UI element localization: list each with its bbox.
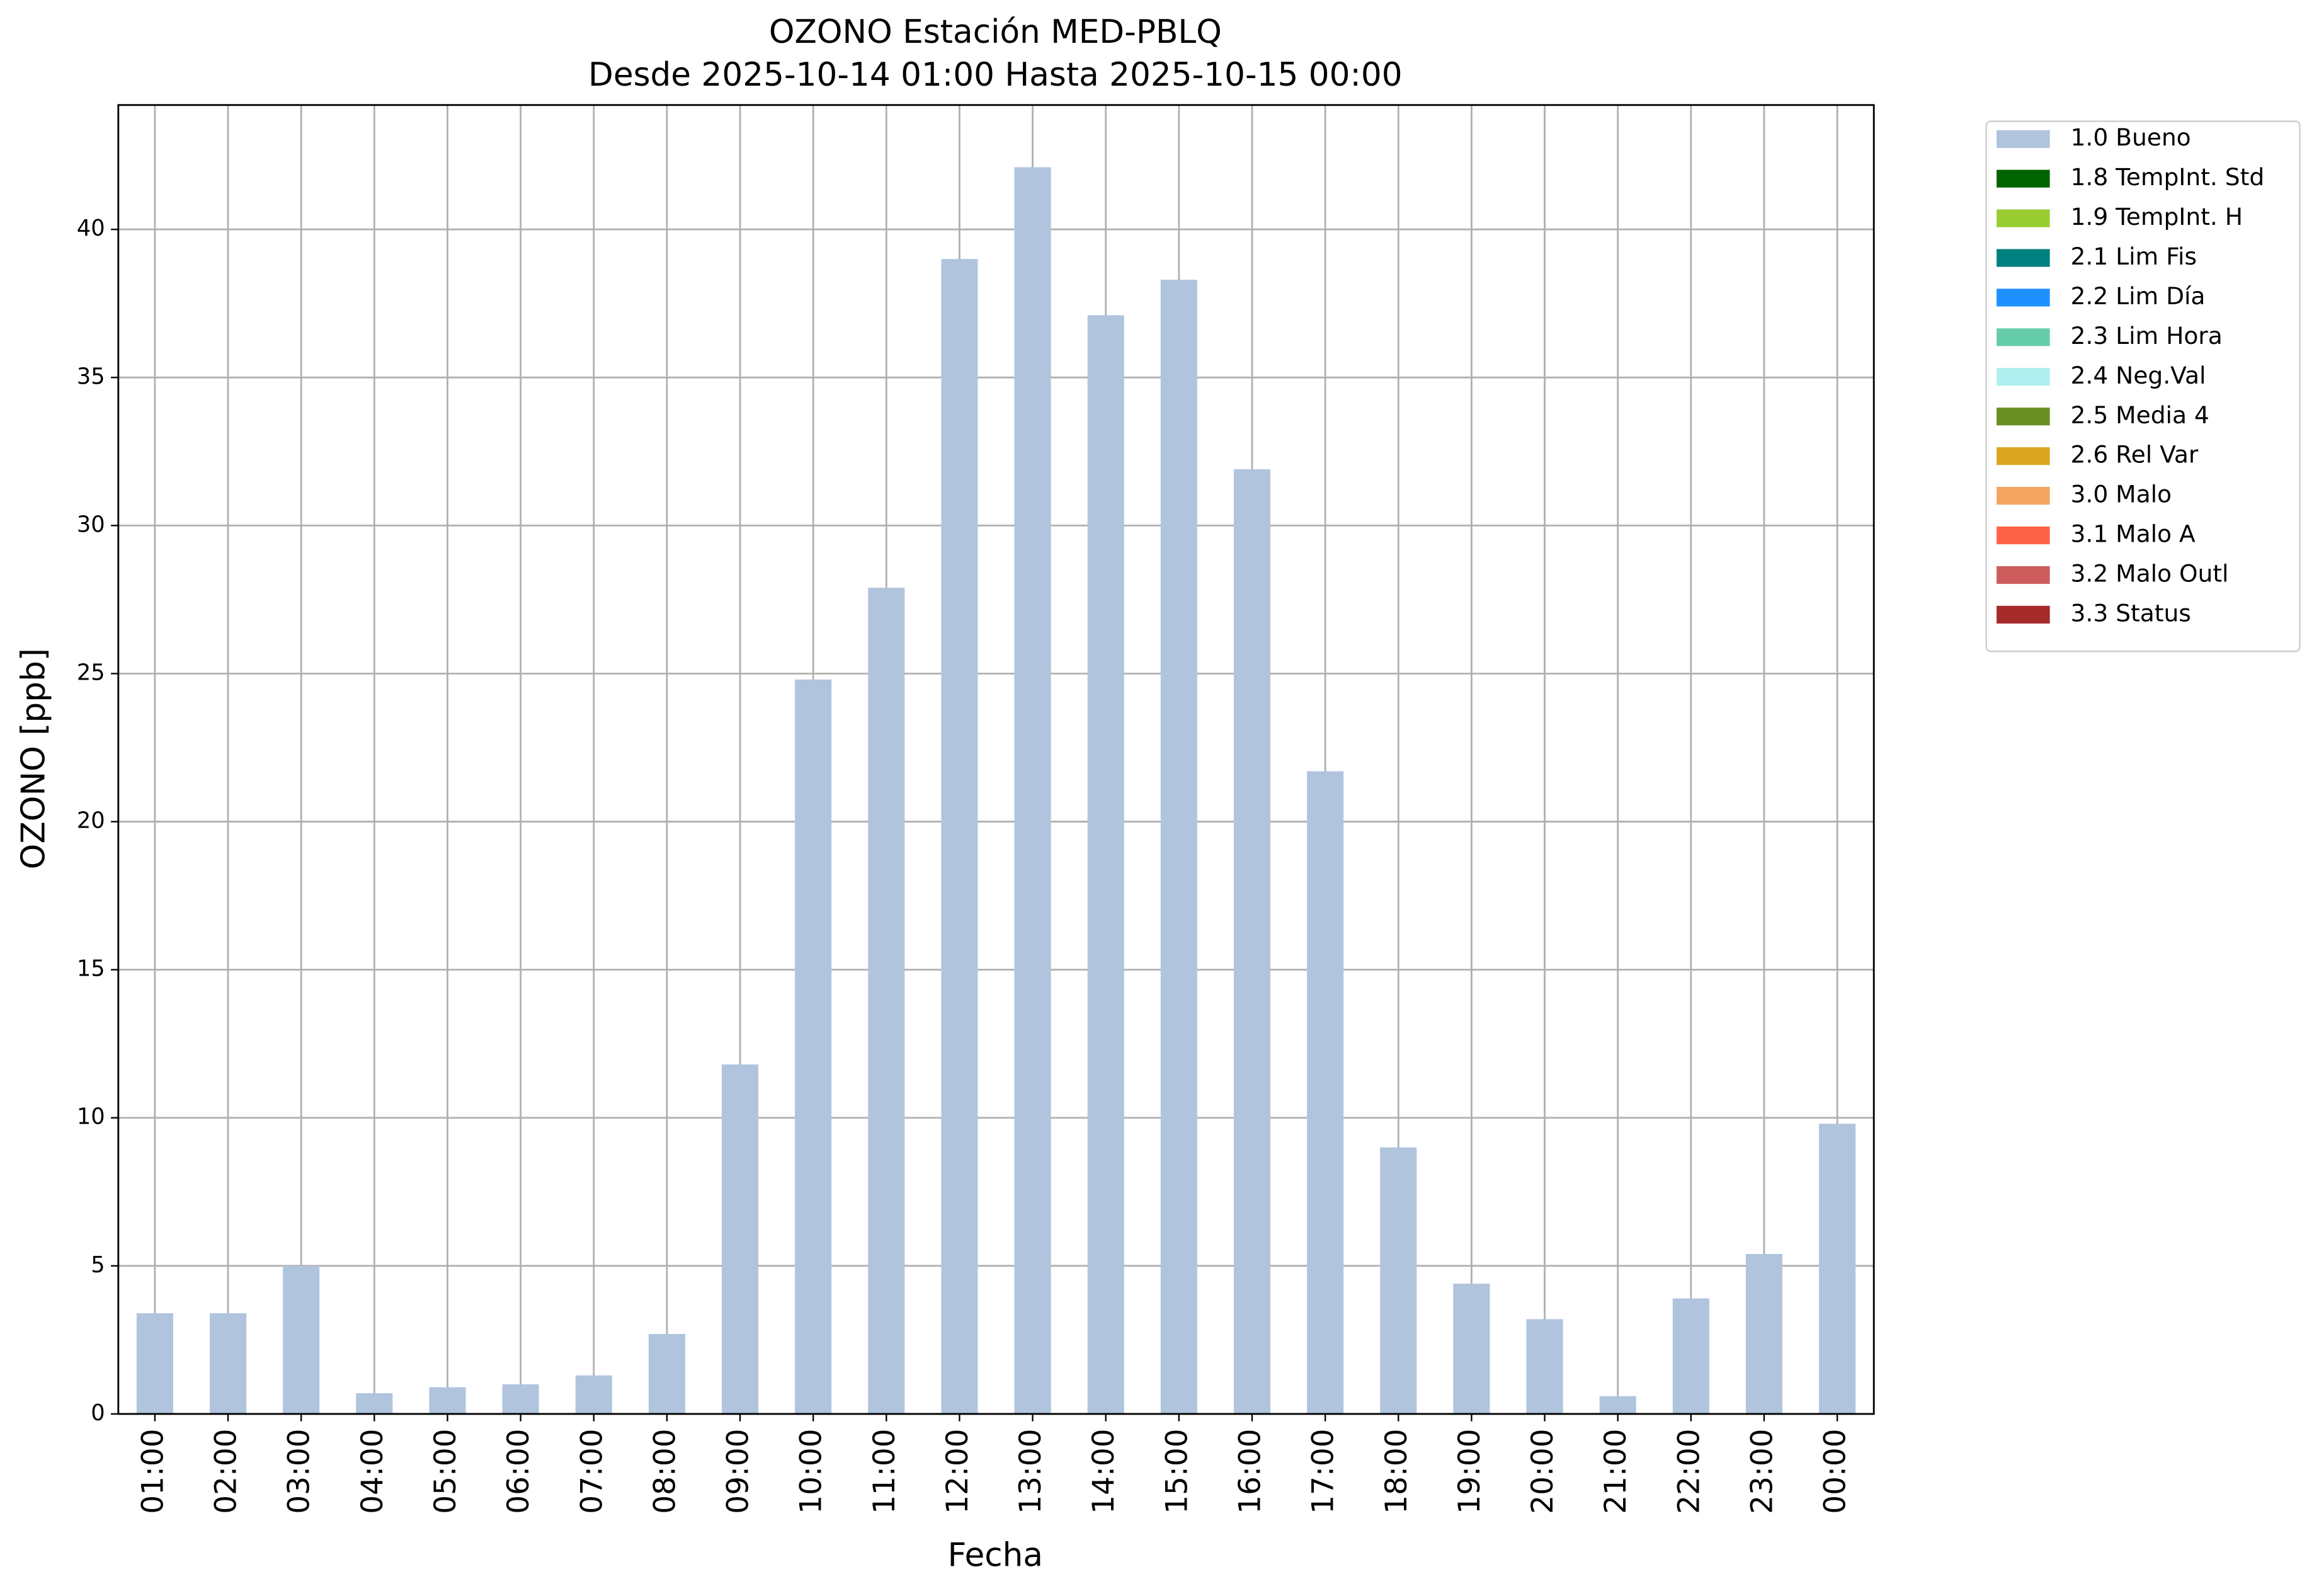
legend-label: 3.0 Malo (2071, 481, 2172, 508)
x-tick-label: 19:00 (1452, 1428, 1487, 1513)
x-tick-label: 07:00 (574, 1428, 609, 1513)
bar (1599, 1396, 1636, 1414)
legend-label: 1.9 TempInt. H (2071, 203, 2243, 231)
chart-subtitle: Desde 2025-10-14 01:00 Hasta 2025-10-15 … (588, 56, 1403, 94)
bar (1453, 1284, 1490, 1414)
legend-swatch (1997, 487, 2050, 505)
x-tick-label: 01:00 (135, 1428, 170, 1513)
x-tick-label: 18:00 (1379, 1428, 1414, 1513)
legend-label: 2.4 Neg.Val (2071, 362, 2206, 389)
x-tick-label: 15:00 (1160, 1428, 1194, 1513)
bar (1672, 1298, 1709, 1414)
bar (1819, 1124, 1856, 1414)
y-tick-label: 20 (77, 808, 105, 834)
bar (1233, 469, 1271, 1414)
legend-swatch (1997, 169, 2050, 188)
x-tick-label: 00:00 (1818, 1428, 1853, 1513)
x-tick-label: 22:00 (1672, 1428, 1706, 1513)
bar (722, 1064, 759, 1414)
x-tick-label: 10:00 (794, 1428, 829, 1513)
legend-swatch (1997, 368, 2050, 386)
legend-label: 3.1 Malo A (2071, 520, 2196, 548)
x-tick-label: 12:00 (940, 1428, 975, 1513)
x-axis-label: Fecha (948, 1537, 1043, 1575)
bar (1526, 1319, 1563, 1414)
bar (1160, 280, 1197, 1414)
y-tick-label: 35 (77, 363, 105, 389)
legend-label: 2.6 Rel Var (2071, 441, 2199, 469)
legend-label: 3.3 Status (2071, 599, 2191, 627)
x-tick-label: 03:00 (282, 1428, 317, 1513)
y-tick-label: 0 (91, 1400, 105, 1426)
y-tick-label: 5 (91, 1252, 105, 1278)
legend-swatch (1997, 526, 2050, 545)
y-tick-label: 25 (77, 659, 105, 685)
x-tick-label: 16:00 (1233, 1428, 1268, 1513)
legend-swatch (1997, 447, 2050, 465)
legend-swatch (1997, 566, 2050, 584)
legend-box (1985, 120, 2301, 653)
legend-swatch (1997, 130, 2050, 148)
bar (429, 1387, 466, 1414)
legend-label: 2.5 Media 4 (2071, 401, 2209, 429)
bar (1745, 1254, 1783, 1414)
legend-swatch (1997, 328, 2050, 346)
bar (868, 588, 905, 1414)
x-tick-label: 09:00 (721, 1428, 756, 1513)
legend-label: 1.0 Bueno (2071, 123, 2191, 151)
x-tick-label: 20:00 (1525, 1428, 1560, 1513)
bar (1307, 771, 1344, 1414)
bar (502, 1384, 539, 1414)
bar (283, 1265, 320, 1414)
bar (575, 1375, 612, 1414)
bar (1380, 1147, 1417, 1414)
x-tick-label: 11:00 (867, 1428, 902, 1513)
bar (1087, 315, 1124, 1414)
x-tick-label: 17:00 (1306, 1428, 1341, 1513)
x-tick-label: 06:00 (501, 1428, 536, 1513)
x-tick-label: 04:00 (355, 1428, 390, 1513)
legend-label: 2.3 Lim Hora (2071, 322, 2223, 350)
x-tick-label: 21:00 (1598, 1428, 1633, 1513)
x-tick-label: 13:00 (1013, 1428, 1048, 1513)
y-axis-label: OZONO [ppb] (14, 648, 52, 869)
legend-label: 2.1 Lim Fis (2071, 242, 2197, 270)
bar (136, 1313, 173, 1414)
y-tick-label: 15 (77, 956, 105, 982)
x-tick-label: 14:00 (1086, 1428, 1121, 1513)
bar (210, 1313, 247, 1414)
x-tick-label: 05:00 (428, 1428, 463, 1513)
legend-label: 1.8 TempInt. Std (2071, 163, 2265, 191)
bar (356, 1393, 393, 1414)
x-tick-label: 23:00 (1745, 1428, 1779, 1513)
legend-label: 3.2 Malo Outl (2071, 560, 2229, 588)
x-tick-label: 08:00 (647, 1428, 682, 1513)
y-tick-label: 10 (77, 1104, 105, 1130)
legend-label: 2.2 Lim Día (2071, 282, 2206, 310)
bar (795, 679, 832, 1414)
chart-title: OZONO Estación MED-PBLQ (769, 13, 1222, 51)
legend-swatch (1997, 249, 2050, 267)
y-tick-label: 40 (77, 215, 105, 241)
legend-swatch (1997, 605, 2050, 624)
bar (1014, 167, 1051, 1414)
y-tick-label: 30 (77, 511, 105, 537)
bar (648, 1333, 685, 1414)
plot-frame (117, 104, 1875, 1415)
legend-swatch (1997, 408, 2050, 426)
bar (941, 259, 978, 1414)
legend-swatch (1997, 288, 2050, 307)
x-tick-label: 02:00 (209, 1428, 244, 1513)
legend-swatch (1997, 209, 2050, 227)
